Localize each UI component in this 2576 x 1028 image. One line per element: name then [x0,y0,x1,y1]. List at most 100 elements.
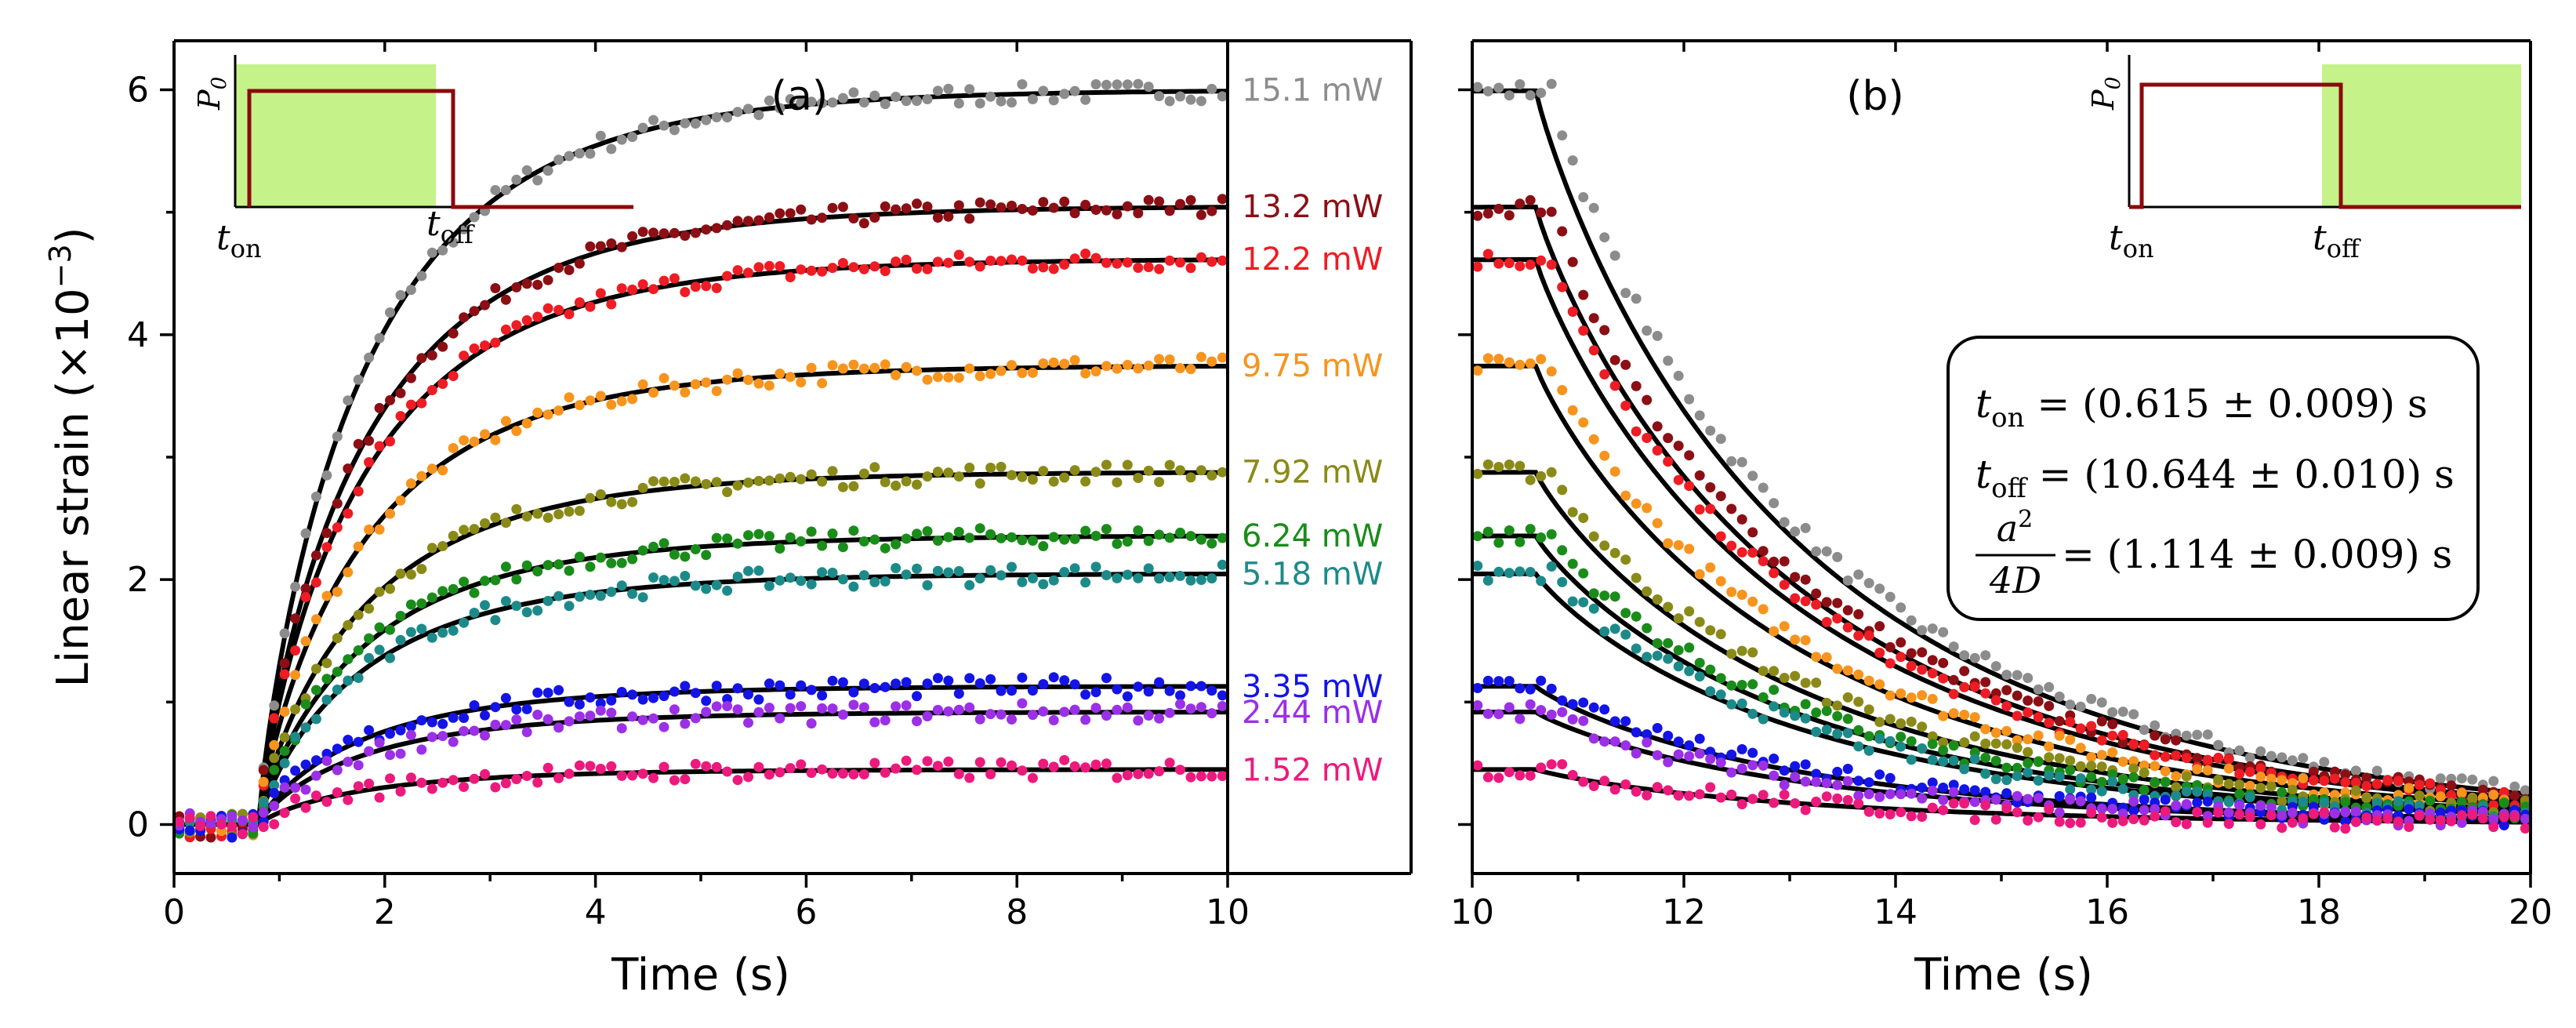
data-point [953,471,964,482]
data-point [1790,634,1801,645]
data-point [2488,822,2499,833]
data-point [1080,368,1091,379]
data-point [932,85,943,96]
data-point [1832,613,1843,624]
data-point [258,807,269,818]
data-point [405,372,416,383]
data-point [1800,805,1811,815]
data-point [1090,759,1101,770]
data-point [2404,822,2415,832]
data-point [2012,743,2023,754]
data-point [837,677,848,688]
data-point [321,755,332,766]
data-point [1736,799,1747,810]
data-point [2171,771,2182,782]
data-point [2044,770,2055,781]
data-point [743,267,753,278]
data-point [343,508,354,519]
data-point [680,571,691,581]
data-point [922,471,933,482]
data-point [922,94,933,104]
data-point [2096,697,2107,708]
data-point [827,360,838,371]
data-point [1588,603,1599,614]
data-point [1101,205,1112,216]
data-point [732,480,743,491]
inset-pulse-b [2129,82,2521,209]
data-point [2192,764,2203,775]
data-point [374,441,385,452]
data-point [606,299,617,310]
data-point [796,97,807,108]
data-point [227,811,238,822]
data-point [353,438,364,449]
data-point [1185,94,1196,105]
data-point [891,763,902,774]
data-point [1609,591,1620,602]
data-point [1195,575,1206,585]
inset-ton-label-a: ton [216,218,262,263]
data-point [848,481,859,492]
data-point [269,819,280,830]
data-point [2181,771,2192,782]
data-point [1652,421,1663,432]
data-point [480,768,490,779]
data-point [2382,813,2393,824]
data-point [659,228,669,239]
data-point [2128,814,2139,825]
data-point [1853,630,1864,641]
data-point [2350,777,2361,788]
data-point [1642,325,1653,336]
data-point [1546,709,1557,720]
data-point [2160,777,2171,787]
data-point [1504,460,1515,470]
data-point [364,633,375,644]
data-point [1620,740,1631,751]
data-point [1705,503,1716,514]
data-point [1736,514,1747,525]
data-point [1017,535,1028,546]
data-point [764,531,775,542]
data-point [2477,784,2488,795]
data-point [1101,570,1112,580]
series-label: 3.35 mW [1242,669,1383,705]
inset-b: P0 ton toff [2086,55,2521,263]
data-point [2001,685,2012,696]
data-point [2488,790,2499,801]
data-point [659,575,669,586]
data-point [943,567,954,578]
data-point [1673,474,1684,485]
data-point [806,685,817,696]
data-point [2033,712,2044,723]
data-point [1175,465,1185,476]
data-point [1185,703,1196,714]
data-point [2117,756,2128,767]
data-point [996,532,1007,543]
data-point [500,561,511,572]
data-point [943,372,954,383]
data-point [837,363,848,374]
data-point [1154,91,1165,102]
data-point [1620,359,1631,370]
data-point [891,701,902,712]
data-point [1007,470,1017,481]
data-point [616,558,627,568]
data-point [2488,776,2499,786]
data-point [891,480,902,491]
data-point [1631,380,1642,391]
fit-frac-numerator: a2 [1997,506,2034,550]
data-points-a [174,78,1228,843]
data-point [848,581,859,592]
panel-label-b: (b) [1846,73,1904,120]
data-point [2117,774,2128,785]
data-point [469,524,480,535]
data-point [1143,686,1154,697]
data-point [1927,655,1938,666]
data-point [869,576,880,587]
data-point [1546,206,1557,217]
data-point [2096,750,2107,761]
data-point [1896,807,1907,818]
data-point [1143,82,1154,93]
data-point [785,208,796,219]
data-point [1112,363,1123,374]
